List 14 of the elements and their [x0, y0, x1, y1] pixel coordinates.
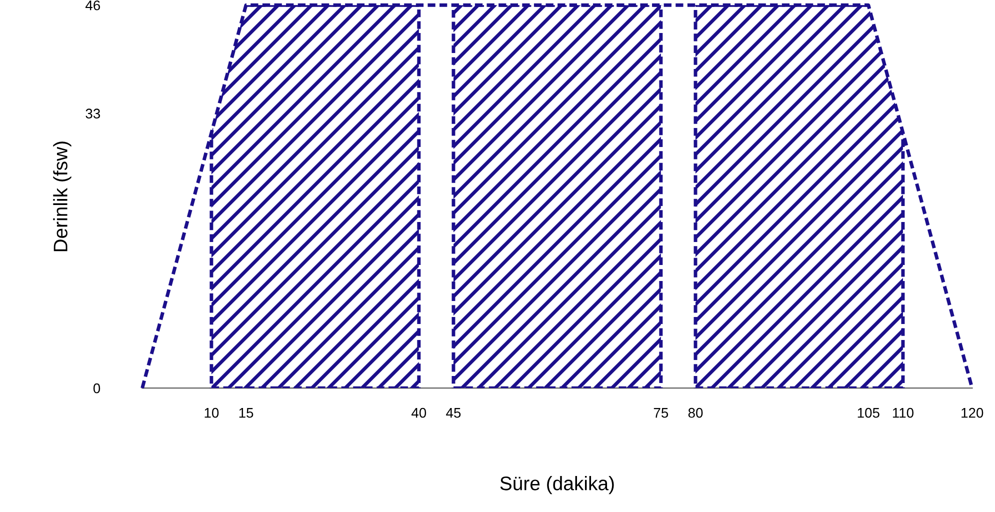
x-tick-label: 120 [962, 408, 984, 418]
x-tick-label: 110 [892, 408, 914, 418]
x-tick-label: 40 [411, 408, 426, 418]
x-tick-label: 45 [446, 408, 461, 418]
y-tick-label: 0 [93, 383, 100, 394]
x-tick-label: 75 [654, 408, 668, 418]
x-tick-label: 105 [858, 408, 880, 418]
x-axis-title: Süre (dakika) [500, 476, 614, 494]
x-tick-label: 15 [239, 408, 254, 418]
y-axis-title: Derinlik (fsw) [53, 142, 72, 252]
y-tick-label: 46 [85, 0, 100, 10]
x-tick-label: 10 [204, 408, 219, 418]
x-tick-label: 80 [688, 408, 703, 418]
y-tick-label: 33 [86, 108, 100, 119]
